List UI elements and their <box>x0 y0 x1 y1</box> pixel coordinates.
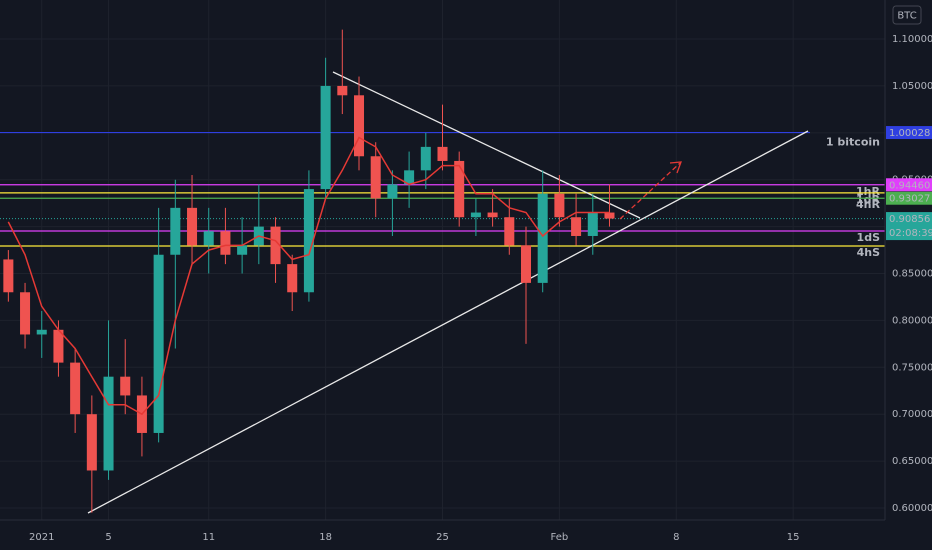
candle-body <box>3 259 14 293</box>
candle-body <box>53 329 64 363</box>
candle-body <box>470 212 481 218</box>
candle-body <box>36 329 47 335</box>
x-tick-label: 8 <box>673 532 679 543</box>
level-name: 4hR <box>856 198 880 211</box>
candle-body <box>537 193 548 283</box>
moving-average <box>7 136 610 416</box>
countdown: 02:08:39 <box>889 228 932 239</box>
price-box-label: 1.00028 <box>889 128 930 139</box>
y-tick-label: 0.60000 <box>892 503 932 514</box>
projection-arrow <box>619 162 681 220</box>
level-name: 1hR <box>856 185 880 198</box>
candle-body <box>387 184 398 199</box>
candle-body <box>454 160 465 218</box>
candle-body <box>320 85 331 190</box>
candle-body <box>170 207 181 255</box>
candle-body <box>220 231 231 255</box>
axes: 0.60000 0.65000 0.70000 0.75000 0.80000 0.850… <box>29 34 932 543</box>
x-tick-label: 2021 <box>29 532 54 543</box>
level-name: 1 bitcoin <box>826 136 880 149</box>
arrow-head <box>669 161 682 174</box>
candle-body <box>203 231 214 246</box>
y-tick-label: 0.65000 <box>892 456 932 467</box>
price-box-label: 0.94460 <box>889 180 930 191</box>
moving-average-line <box>7 136 610 416</box>
candle-body <box>604 212 615 219</box>
y-tick-label: 1.05000 <box>892 81 932 92</box>
x-tick-label: 11 <box>202 532 215 543</box>
candle-body <box>370 156 381 199</box>
candle-body <box>504 217 515 246</box>
candle-body <box>103 376 114 471</box>
candle-body <box>303 189 314 293</box>
candle-body <box>520 245 531 283</box>
last-price-box <box>886 212 932 241</box>
price-axis <box>885 0 932 550</box>
x-tick-label: Feb <box>551 532 569 543</box>
candles <box>3 29 615 513</box>
candle-body <box>554 193 565 218</box>
y-tick-label: 0.80000 <box>892 315 932 326</box>
price-box-label: 0.93027 <box>889 194 930 205</box>
price-box <box>886 178 932 192</box>
candle-body <box>70 362 81 415</box>
symbol-box <box>892 5 922 25</box>
x-tick-label: 18 <box>319 532 332 543</box>
support-trend-line <box>87 130 809 514</box>
x-tick-label: 5 <box>105 532 111 543</box>
candle-body <box>587 212 598 236</box>
candle-body <box>354 95 365 157</box>
candle-body <box>270 226 281 265</box>
candle-body <box>487 212 498 218</box>
x-tick-label: 25 <box>436 532 449 543</box>
candle-body <box>86 414 97 471</box>
y-tick-label: 0.75000 <box>892 362 932 373</box>
level-name: 1dS <box>857 231 881 244</box>
candle-body <box>287 264 298 293</box>
candle-body <box>437 146 448 161</box>
candle-body <box>337 85 348 96</box>
candle-body <box>404 170 415 185</box>
y-tick-label: 0.85000 <box>892 269 932 280</box>
candle-body <box>420 146 431 171</box>
y-tick-label: 0.70000 <box>892 409 932 420</box>
level-name: 4hS <box>857 246 880 259</box>
candle-body <box>120 376 131 396</box>
candle-body <box>20 292 31 335</box>
level-name: 1dR <box>856 193 881 206</box>
price-box <box>886 126 932 140</box>
price-box <box>886 191 932 205</box>
candle-body <box>237 245 248 255</box>
y-tick-label: 1.10000 <box>892 34 932 45</box>
symbol: BTC <box>897 11 916 22</box>
x-tick-label: 15 <box>787 532 800 543</box>
candle-body <box>571 217 582 236</box>
resistance-trend-line <box>332 71 641 219</box>
last-price-label: 0.90856 <box>889 214 930 225</box>
candle-body <box>187 207 198 246</box>
candle-body <box>153 254 164 433</box>
